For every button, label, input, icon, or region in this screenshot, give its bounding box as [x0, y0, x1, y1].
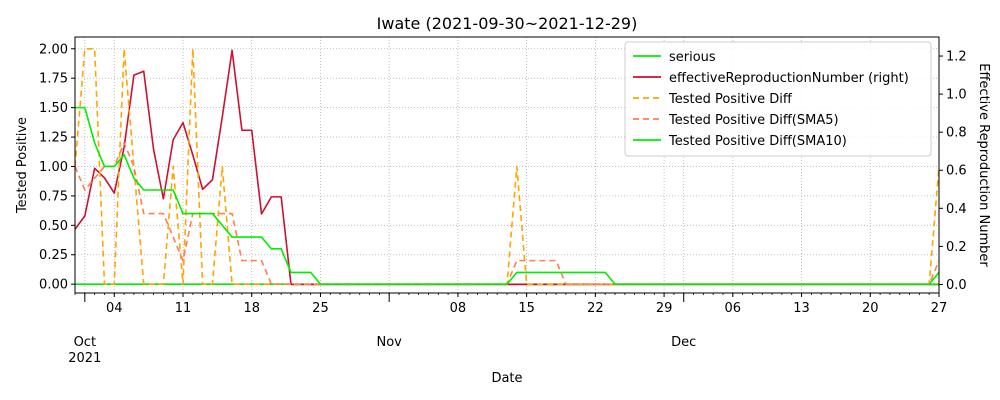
legend-label: Tested Positive Diff(SMA10)	[668, 134, 847, 149]
x-axis-title: Date	[491, 371, 522, 386]
series-line-tested-positive-diff	[75, 47, 939, 285]
right-y-axis-title: Effective Reproduction Number	[976, 63, 991, 267]
left-y-tick-label: 0.50	[39, 219, 68, 234]
left-y-tick-label: 0.75	[39, 189, 68, 204]
legend-label: Tested Positive Diff(SMA5)	[668, 113, 839, 128]
x-minor-tick-label: 27	[931, 301, 948, 316]
left-y-tick-label: 1.50	[39, 101, 68, 116]
left-y-tick-label: 1.25	[39, 131, 68, 146]
left-y-tick-label: 2.00	[39, 42, 68, 57]
left-y-axis-title: Tested Positive	[15, 117, 30, 214]
right-y-tick-label: 0.4	[946, 202, 967, 217]
right-y-tick-label: 0.6	[946, 164, 967, 179]
x-major-tick-label: Dec	[671, 335, 696, 350]
x-minor-tick-label: 18	[243, 301, 260, 316]
series-line-tested-positive-diff-sma10	[75, 106, 939, 285]
left-y-axis: 0.00 0.25 0.50 0.75 1.00 1.25 1.50 1.75 2.00	[39, 42, 75, 293]
left-y-tick-label: 0.25	[39, 248, 68, 263]
x-minor-tick-label: 04	[106, 301, 123, 316]
x-minor-tick-label: 22	[587, 301, 604, 316]
x-minor-tick-label: 11	[175, 301, 192, 316]
chart-title: Iwate (2021-09-30~2021-12-29)	[377, 14, 638, 33]
x-minor-tick-label: 20	[862, 301, 879, 316]
x-minor-tick-label: 25	[312, 301, 329, 316]
legend-label: Tested Positive Diff	[668, 92, 793, 107]
x-minor-tick-label: 08	[450, 301, 467, 316]
right-y-tick-label: 1.2	[946, 50, 967, 65]
legend-box	[624, 41, 932, 157]
series-line-effectivereproductionnumber-right	[75, 49, 939, 286]
right-y-tick-label: 0.0	[946, 278, 967, 293]
x-major-tick-label: Nov	[376, 335, 402, 350]
left-y-tick-label: 0.00	[39, 278, 68, 293]
x-minor-tick-label: 29	[656, 301, 673, 316]
legend-label: effectiveReproductionNumber (right)	[669, 71, 909, 86]
right-y-axis: 0.0 0.2 0.4 0.6 0.8 1.0 1.2	[939, 50, 967, 293]
x-minor-tick-label: 06	[725, 301, 742, 316]
series-layer	[75, 47, 939, 286]
x-major-tick-sublabel: 2021	[68, 351, 101, 366]
x-minor-tick-label: 15	[518, 301, 535, 316]
legend: serious effectiveReproductionNumber (righ…	[624, 41, 932, 157]
legend-label: serious	[669, 50, 716, 65]
left-y-tick-label: 1.00	[39, 160, 68, 175]
right-y-tick-label: 1.0	[946, 88, 967, 103]
right-y-tick-label: 0.2	[946, 240, 967, 255]
right-y-tick-label: 0.8	[946, 126, 967, 141]
x-major-tick-label: Oct	[74, 335, 96, 350]
x-minor-tick-label: 13	[793, 301, 810, 316]
left-y-tick-label: 1.75	[39, 72, 68, 87]
